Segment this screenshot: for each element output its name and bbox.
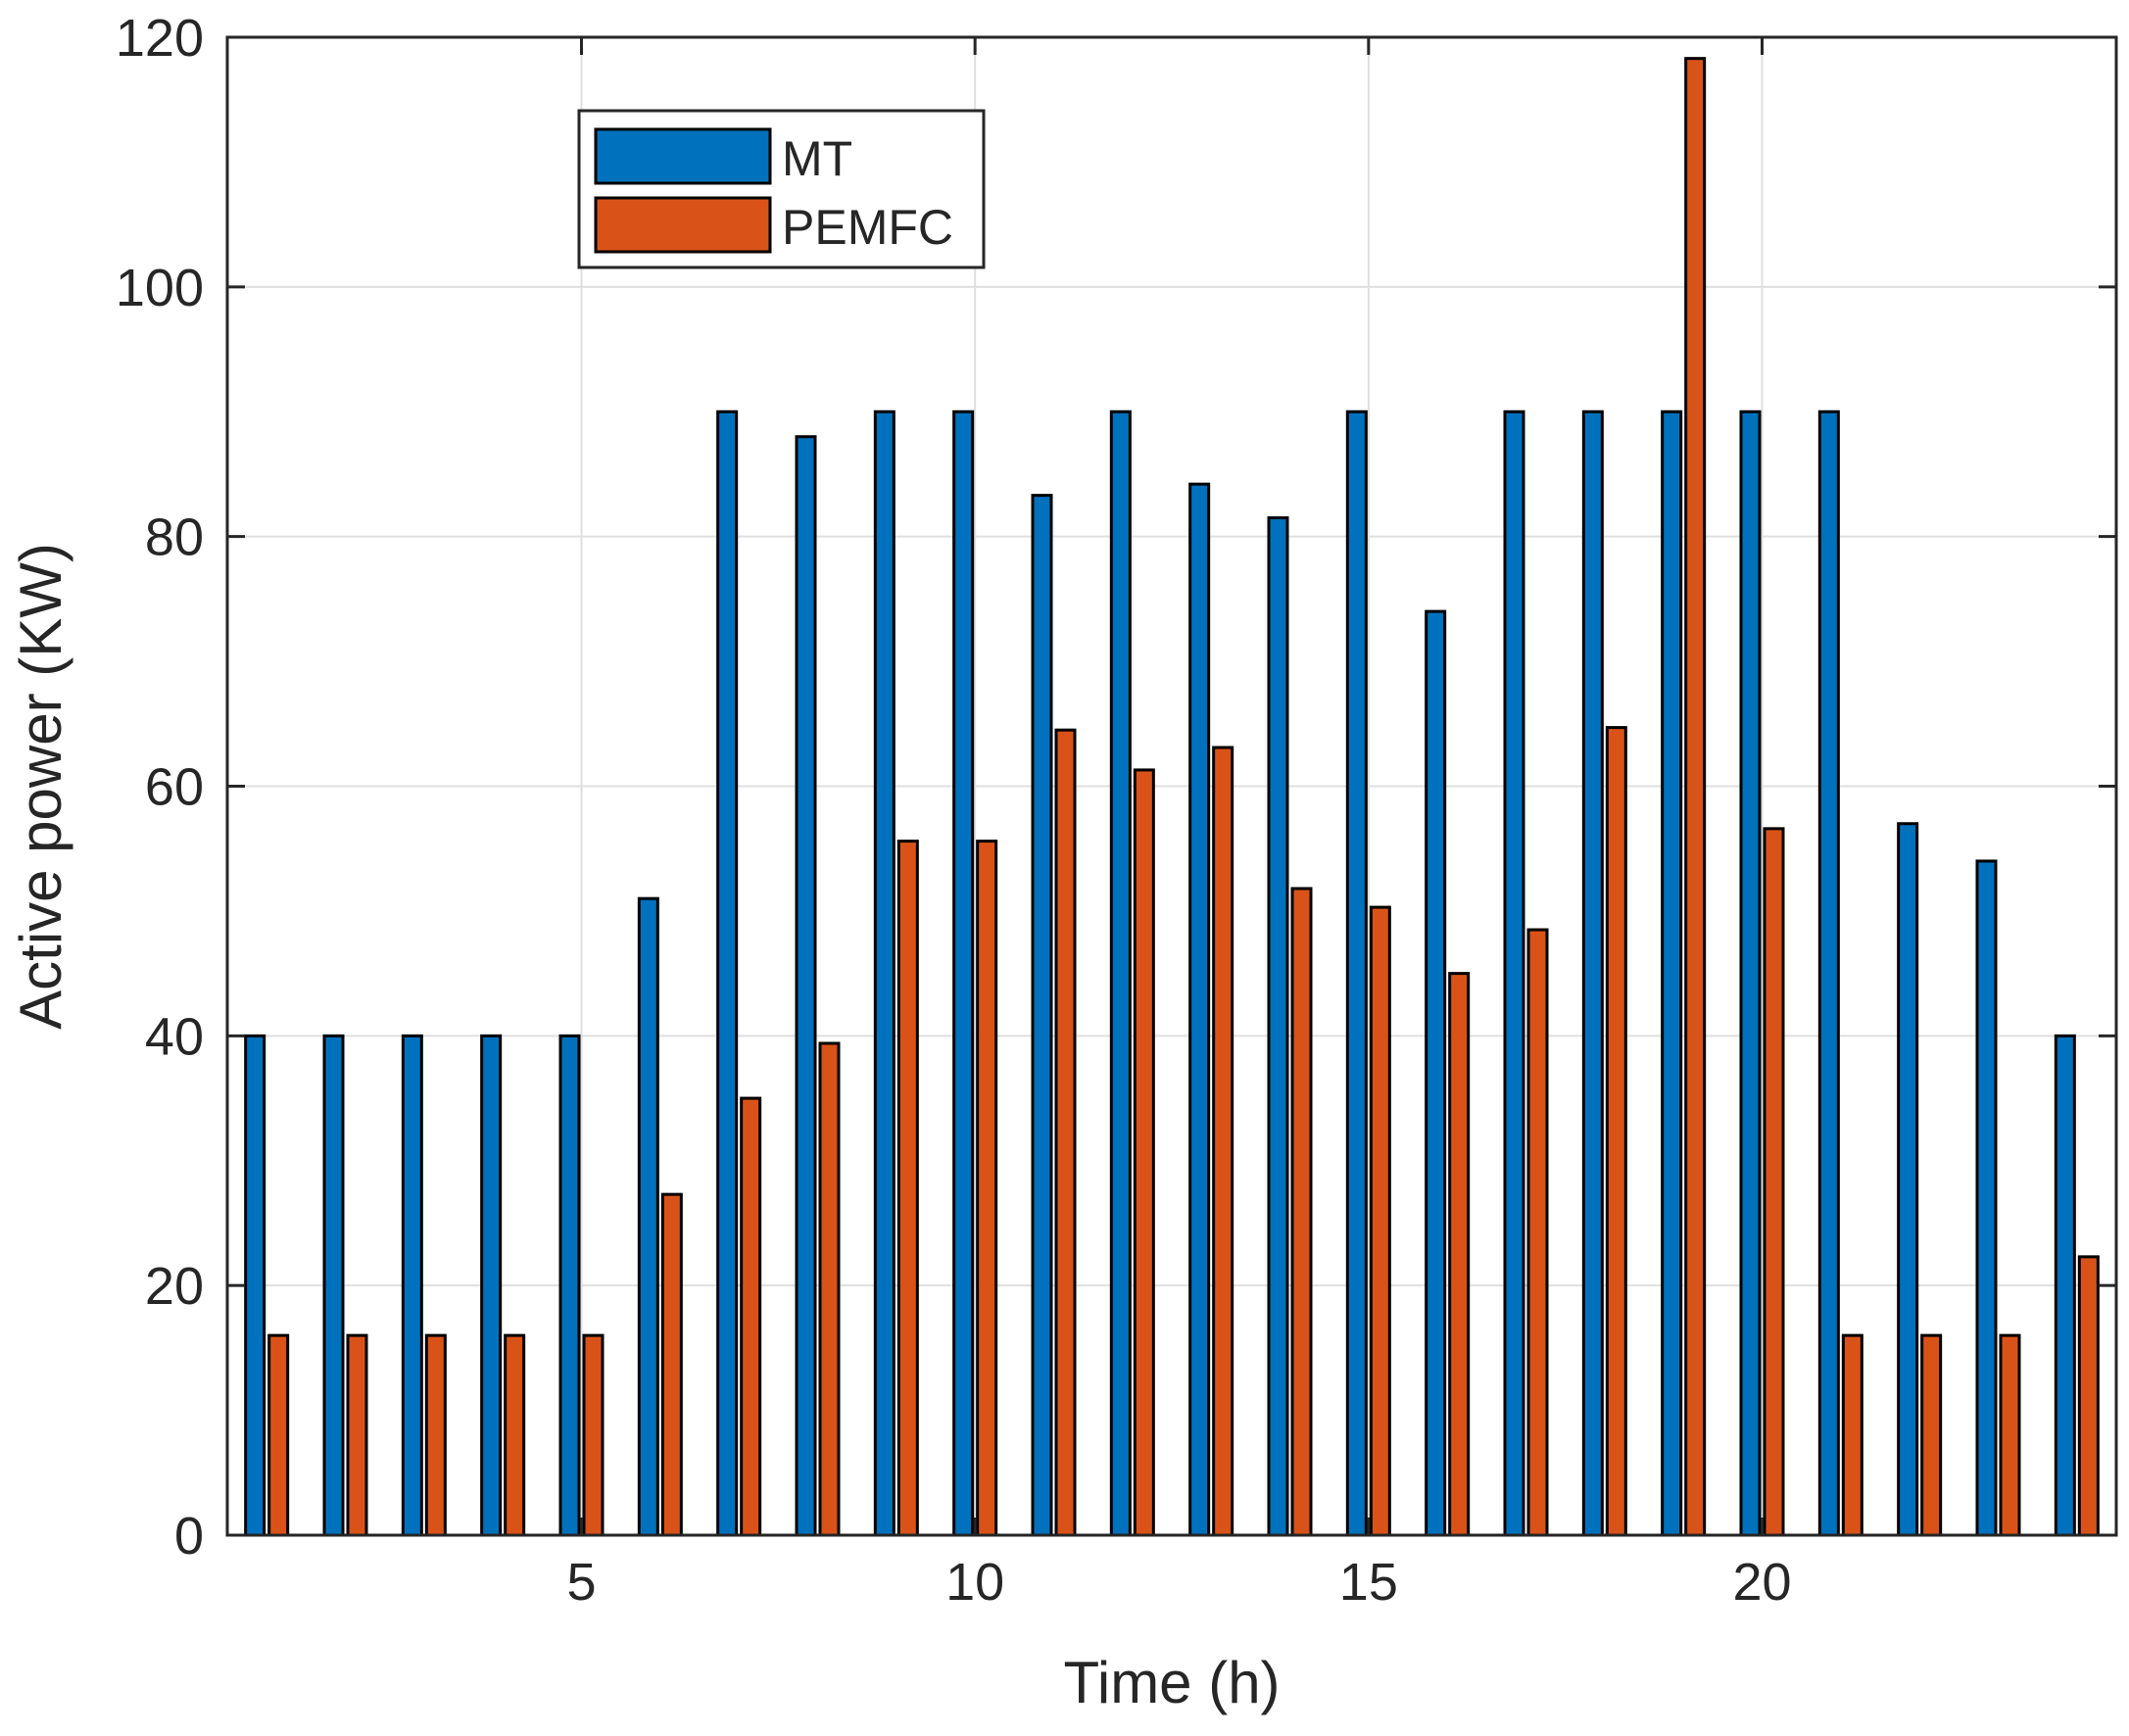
- bar-mt-8: [795, 435, 817, 1537]
- y-tick-label: 20: [145, 1257, 204, 1316]
- bar-pemfc-9: [896, 840, 919, 1537]
- bar-mt-24: [2054, 1034, 2076, 1537]
- axis-ticks: 5 10 15 20 0 20 40 60 80 100 120: [116, 9, 2116, 1612]
- x-axis-label: Time (h): [1063, 1650, 1280, 1715]
- bar-pemfc-21: [1841, 1333, 1863, 1537]
- bar-pemfc-3: [424, 1333, 447, 1537]
- y-tick-label: 60: [145, 758, 204, 817]
- legend-label-mt: MT: [782, 131, 852, 186]
- bar-mt-13: [1188, 482, 1211, 1537]
- bar-pemfc-18: [1605, 726, 1627, 1537]
- y-tick-label: 100: [116, 259, 204, 317]
- bar-pemfc-1: [267, 1333, 290, 1537]
- bar-pemfc-17: [1526, 928, 1549, 1537]
- bar-mt-16: [1425, 609, 1447, 1537]
- bar-mt-14: [1267, 516, 1289, 1537]
- bar-pemfc-23: [1999, 1333, 2021, 1537]
- legend-swatch-pemfc: [594, 196, 772, 254]
- y-tick-label: 120: [116, 9, 204, 68]
- bar-mt-2: [322, 1034, 345, 1537]
- legend-label-pemfc: PEMFC: [782, 200, 953, 255]
- bar-pemfc-16: [1448, 972, 1471, 1537]
- bars: [244, 57, 2100, 1537]
- bar-mt-20: [1739, 410, 1762, 1537]
- bar-pemfc-5: [582, 1333, 605, 1537]
- bar-pemfc-6: [660, 1192, 683, 1537]
- bar-mt-1: [244, 1034, 266, 1537]
- bar-mt-18: [1581, 410, 1604, 1537]
- legend[interactable]: MT PEMFC: [577, 109, 986, 269]
- bar-pemfc-12: [1133, 768, 1155, 1537]
- y-tick-label: 80: [145, 508, 204, 567]
- bar-pemfc-19: [1684, 57, 1707, 1537]
- bar-pemfc-11: [1054, 728, 1077, 1537]
- bar-mt-22: [1897, 822, 1919, 1537]
- y-tick-label: 40: [145, 1007, 204, 1066]
- bar-pemfc-10: [976, 840, 998, 1537]
- bar-mt-5: [558, 1034, 581, 1537]
- bar-mt-6: [637, 896, 659, 1537]
- bar-pemfc-7: [740, 1096, 762, 1537]
- x-tick-label: 10: [945, 1553, 1004, 1612]
- bar-mt-11: [1031, 494, 1053, 1537]
- legend-swatch-mt: [594, 127, 772, 185]
- bar-pemfc-24: [2077, 1255, 2100, 1537]
- y-tick-label: 0: [174, 1507, 204, 1566]
- x-tick-label: 5: [566, 1553, 596, 1612]
- bar-mt-21: [1817, 410, 1840, 1537]
- bar-pemfc-8: [818, 1041, 841, 1537]
- bar-pemfc-22: [1920, 1333, 1943, 1537]
- bar-mt-9: [873, 410, 895, 1537]
- y-axis-label: Active power (KW): [8, 543, 73, 1030]
- bar-pemfc-13: [1212, 746, 1234, 1537]
- bar-pemfc-20: [1763, 827, 1785, 1537]
- bar-pemfc-4: [504, 1333, 526, 1537]
- bar-mt-23: [1975, 859, 1998, 1537]
- bar-mt-15: [1345, 410, 1368, 1537]
- x-tick-label: 15: [1339, 1553, 1398, 1612]
- bar-mt-10: [952, 410, 975, 1537]
- bar-mt-17: [1503, 410, 1525, 1537]
- x-tick-label: 20: [1732, 1553, 1791, 1612]
- bar-pemfc-2: [346, 1333, 368, 1537]
- bar-pemfc-14: [1290, 887, 1313, 1537]
- bar-mt-12: [1109, 410, 1132, 1537]
- bar-pemfc-15: [1369, 905, 1391, 1537]
- bar-mt-4: [480, 1034, 503, 1537]
- bar-mt-19: [1661, 410, 1683, 1537]
- bar-mt-7: [716, 410, 739, 1537]
- bar-mt-3: [401, 1034, 423, 1537]
